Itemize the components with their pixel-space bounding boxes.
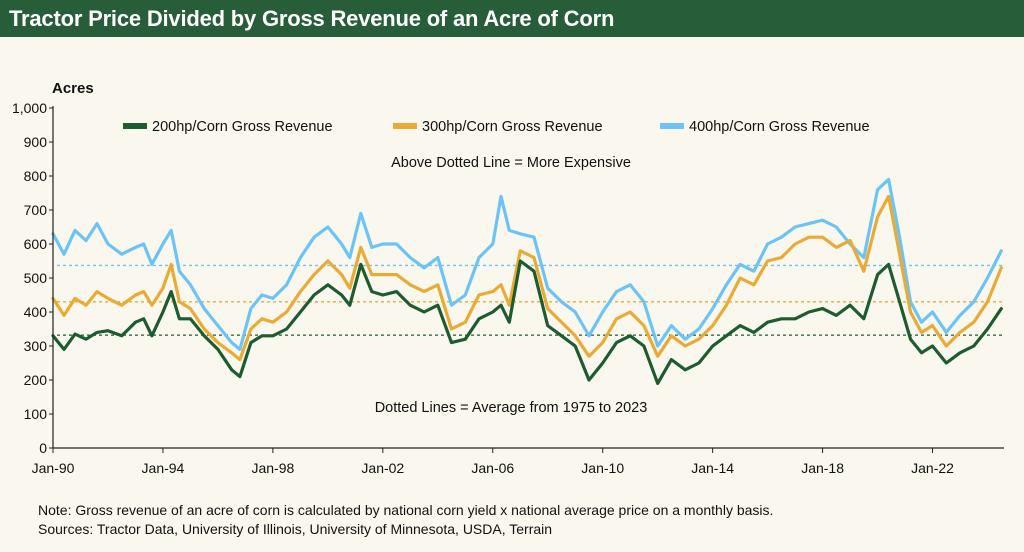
chart-title: Tractor Price Divided by Gross Revenue o… — [9, 6, 615, 31]
chart: Acres 0 100 200 300 400 500 600 700 800 900 1,000 Ja… — [12, 80, 1004, 476]
y-tick-label: 900 — [24, 134, 48, 150]
x-tick-label: Jan-14 — [691, 460, 734, 476]
y-tick-label: 0 — [39, 440, 47, 456]
series-line-s400 — [51, 177, 1003, 351]
series-line-s200 — [51, 259, 1003, 385]
y-tick-label: 400 — [24, 304, 48, 320]
sources-text: Sources: Tractor Data, University of Ill… — [38, 521, 553, 537]
series-line-s300 — [51, 194, 1003, 362]
x-tick-label: Jan-98 — [251, 460, 294, 476]
x-tick-label: Jan-06 — [471, 460, 514, 476]
y-axis-label: Acres — [52, 80, 94, 97]
annotation-dotted: Dotted Lines = Average from 1975 to 2023 — [375, 400, 648, 416]
annotation-above: Above Dotted Line = More Expensive — [391, 155, 631, 171]
y-tick-label: 500 — [24, 270, 48, 286]
y-tick-label: 700 — [24, 202, 48, 218]
legend-label-s300: 300hp/Corn Gross Revenue — [422, 119, 603, 135]
y-tick-label: 200 — [24, 372, 48, 388]
legend-label-s200: 200hp/Corn Gross Revenue — [152, 119, 333, 135]
legend-label-s400: 400hp/Corn Gross Revenue — [689, 119, 870, 135]
y-tick-label: 800 — [24, 168, 48, 184]
x-tick-label: Jan-02 — [361, 460, 404, 476]
x-tick-label: Jan-94 — [142, 460, 185, 476]
title-bar: Tractor Price Divided by Gross Revenue o… — [0, 0, 1024, 37]
y-tick-label: 100 — [24, 406, 48, 422]
x-tick-label: Jan-18 — [801, 460, 844, 476]
x-tick-label: Jan-22 — [911, 460, 954, 476]
y-tick-label: 300 — [24, 338, 48, 354]
note-text: Note: Gross revenue of an acre of corn i… — [38, 502, 774, 518]
x-tick-label: Jan-10 — [581, 460, 624, 476]
x-tick-label: Jan-90 — [32, 460, 75, 476]
y-tick-label: 600 — [24, 236, 48, 252]
y-tick-label: 1,000 — [12, 100, 47, 116]
